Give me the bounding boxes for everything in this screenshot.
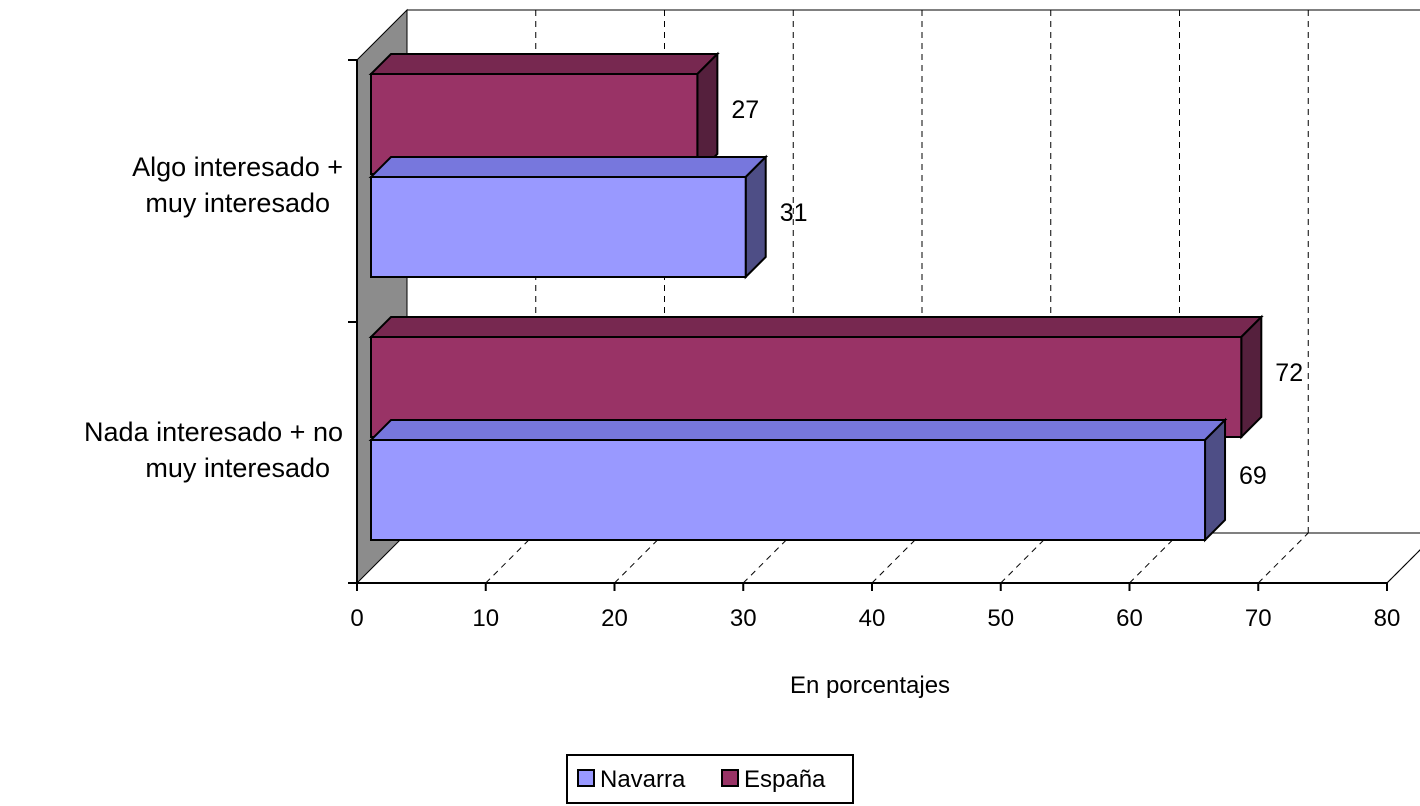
x-tick-label: 0: [350, 605, 363, 632]
category-label-line: muy interesado: [145, 453, 330, 483]
x-tick-label: 20: [601, 605, 628, 632]
category-label: Algo interesado + muy interesado: [132, 152, 343, 218]
bar-side-face: [1240, 314, 1263, 440]
floor-gridline: [742, 532, 794, 584]
legend-swatch-navarra: [577, 769, 595, 787]
data-labels: 27 31 72 69: [731, 96, 1303, 490]
bar-navarra: [368, 417, 1228, 543]
legend-box: [566, 754, 854, 804]
x-tick-label: 40: [859, 605, 886, 632]
x-tick-label: 70: [1245, 605, 1272, 632]
bar-navarra: [368, 154, 769, 280]
legend-label: España: [744, 766, 826, 793]
bar-side-face: [744, 154, 767, 280]
data-label: 69: [1239, 462, 1267, 490]
bar-top-face: [368, 316, 1264, 338]
bar-top-face: [368, 53, 720, 75]
floor-gridline: [1000, 532, 1052, 584]
x-axis: 0 10 20 30 40 50 60 70 80: [350, 582, 1401, 632]
bar-top-face: [368, 419, 1228, 441]
bar-side-face: [1204, 417, 1227, 543]
x-tick-label: 30: [730, 605, 757, 632]
x-axis-title: En porcentajes: [790, 672, 950, 699]
legend: Navarra España: [566, 754, 854, 804]
bar-front-face: [370, 439, 1207, 541]
legend-label: Navarra: [600, 766, 686, 793]
floor-gridline: [1129, 532, 1180, 584]
category-label-line: muy interesado: [145, 188, 330, 218]
floor-right-edge: [1386, 549, 1420, 584]
category-label: Nada interesado + no muy interesado: [84, 417, 343, 483]
bar-top-face: [368, 156, 769, 178]
floor-gridline: [871, 532, 923, 584]
floor-gridline: [614, 532, 665, 584]
floor-gridline: [1257, 532, 1309, 584]
x-tick-label: 60: [1116, 605, 1143, 632]
floor-gridline: [1386, 549, 1420, 584]
back-wall-gridlines: [407, 9, 1420, 533]
data-label: 72: [1275, 359, 1303, 387]
floor-gridline: [485, 532, 537, 584]
y-axis: [348, 59, 358, 584]
category-label-line: Nada interesado + no: [84, 417, 343, 447]
x-tick-label: 80: [1374, 605, 1401, 632]
bars: [368, 51, 1264, 543]
data-label: 27: [731, 96, 759, 124]
legend-swatch-españa: [721, 769, 739, 787]
x-tick-label: 10: [472, 605, 499, 632]
bar-front-face: [370, 176, 747, 278]
data-label: 31: [780, 199, 808, 227]
category-label-line: Algo interesado +: [132, 152, 343, 182]
x-tick-label: 50: [987, 605, 1014, 632]
